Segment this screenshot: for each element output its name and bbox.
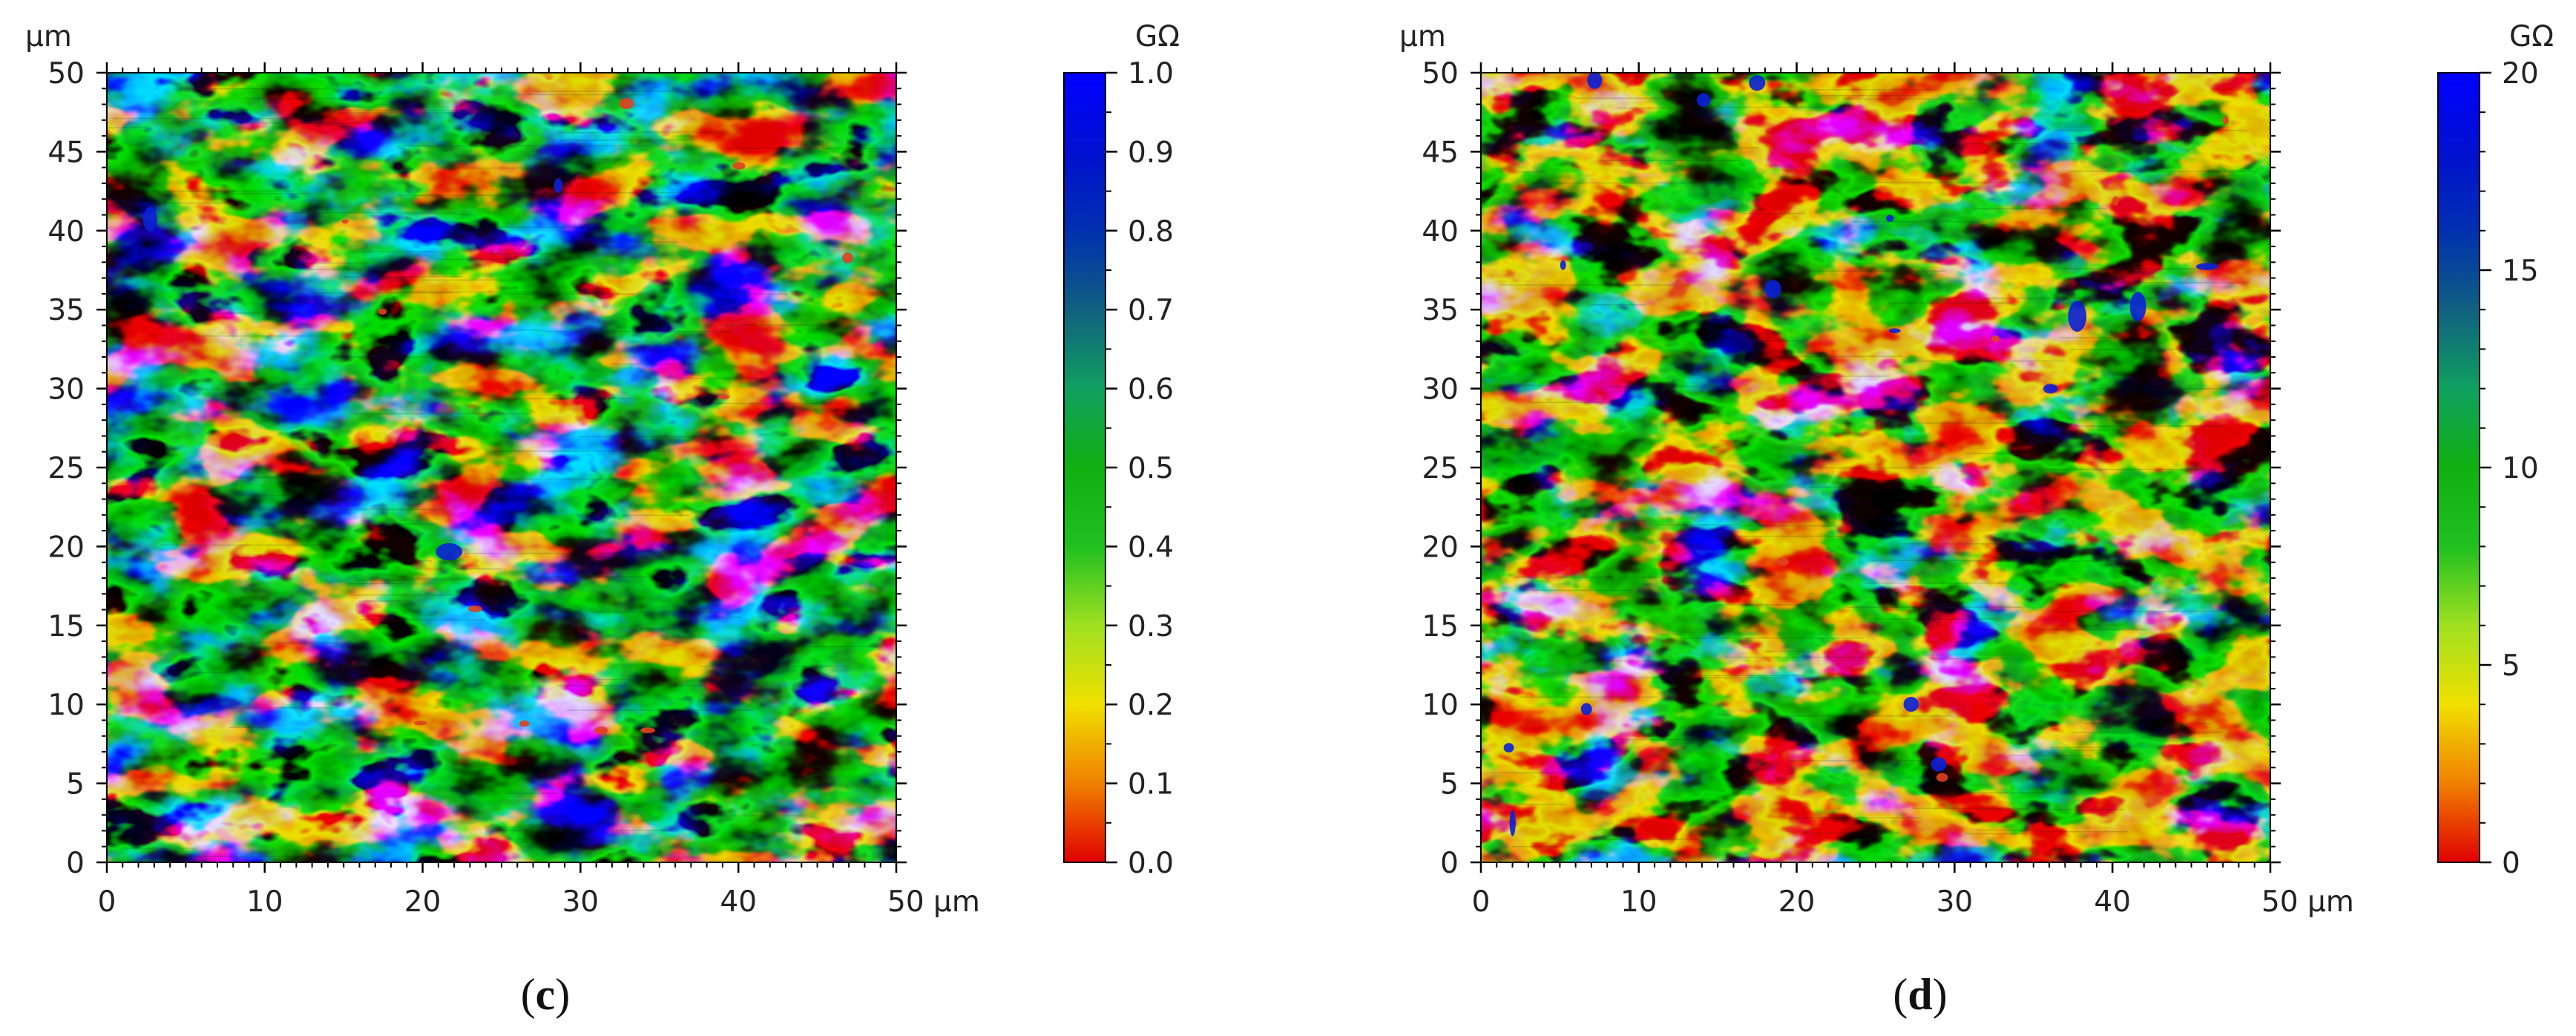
colorbar-tick-label: 0.1 [1128, 768, 1174, 801]
colorbar-tick-label: 0.0 [1128, 847, 1174, 880]
scan-lines [107, 88, 895, 857]
colorbar-tick-label: 10 [2502, 452, 2539, 485]
colorbar-tick-label: 20 [2502, 57, 2539, 91]
y-tick-label: 35 [47, 294, 85, 327]
x-tick-label: 10 [1620, 885, 1657, 919]
x-tick-label: 50 µm [887, 885, 980, 919]
x-tick-label: 0 [1472, 885, 1491, 919]
y-tick-label: 25 [47, 452, 85, 485]
colorbar-tick-label: 0.9 [1128, 136, 1174, 169]
colorbar-tick-label: 0.5 [1128, 452, 1174, 485]
panel-d: 0 10 20 30 40 50 µm 0 5 10 15 20 25 30 35 40 45 50 µm 0 5 10… [1399, 20, 2554, 1019]
specks [142, 97, 853, 735]
panel-label: (c) [521, 970, 571, 1019]
y-tick-label: 5 [1440, 768, 1459, 801]
y-tick-label: 25 [1422, 452, 1459, 485]
y-tick-label: 35 [1422, 294, 1459, 327]
y-tick-label: 10 [1422, 689, 1459, 722]
colorbar-tick-label: 0.7 [1128, 294, 1174, 327]
colorbar-unit-label: GΩ [1135, 20, 1180, 53]
y-unit-label: µm [1399, 20, 1446, 53]
y-tick-label: 20 [1422, 531, 1459, 564]
scan-lines [1487, 77, 2258, 848]
y-tick-label: 10 [47, 689, 85, 722]
colorbar-tick-label: 0 [2502, 847, 2520, 880]
heatmap-image [107, 73, 896, 862]
y-tick-label: 0 [1440, 847, 1459, 880]
colorbar-tick-label: 15 [2502, 255, 2539, 288]
colorbar [2438, 73, 2480, 862]
heatmap-image [1481, 73, 2270, 862]
y-tick-label: 40 [1422, 215, 1459, 249]
panel-c: 0 10 20 30 40 50 µm 0 5 10 15 20 25 30 35 40 45 50 µm 0.0 0… [25, 20, 1180, 1019]
specks [1503, 71, 2229, 836]
minor-ticks [1476, 68, 2276, 868]
x-tick-label: 30 [1936, 885, 1974, 919]
y-tick-label: 30 [1422, 373, 1459, 407]
colorbar [1064, 73, 1105, 862]
x-tick-label: 20 [404, 885, 441, 919]
y-tick-label: 0 [66, 847, 85, 880]
x-tick-label: 0 [98, 885, 116, 919]
colorbar-tick-label: 0.3 [1128, 610, 1174, 643]
x-tick-label: 10 [246, 885, 283, 919]
colorbar-tick-label: 1.0 [1128, 57, 1174, 91]
colorbar-tick-label: 0.4 [1128, 531, 1174, 564]
x-tick-label: 20 [1778, 885, 1816, 919]
y-tick-label: 20 [47, 531, 85, 564]
x-tick-label: 40 [2094, 885, 2131, 919]
x-tick-label: 50 µm [2261, 885, 2354, 919]
colorbar-tick-label: 0.6 [1128, 373, 1174, 407]
y-tick-label: 40 [47, 215, 85, 249]
panel-label: (d) [1893, 970, 1947, 1019]
colorbar-tick-label: 0.8 [1128, 215, 1174, 249]
y-tick-label: 50 [1422, 57, 1459, 91]
colorbar-tick-label: 5 [2502, 649, 2520, 683]
colorbar-unit-label: GΩ [2509, 20, 2554, 53]
x-tick-label: 30 [562, 885, 599, 919]
y-tick-label: 15 [47, 610, 85, 643]
y-tick-label: 15 [1422, 610, 1459, 643]
y-tick-label: 50 [47, 57, 85, 91]
y-tick-label: 45 [47, 136, 85, 169]
colorbar-tick-label: 0.2 [1128, 689, 1174, 722]
y-tick-label: 45 [1422, 136, 1459, 169]
x-tick-label: 40 [720, 885, 757, 919]
y-tick-label: 30 [47, 373, 85, 407]
y-unit-label: µm [25, 20, 72, 53]
y-tick-label: 5 [66, 768, 85, 801]
